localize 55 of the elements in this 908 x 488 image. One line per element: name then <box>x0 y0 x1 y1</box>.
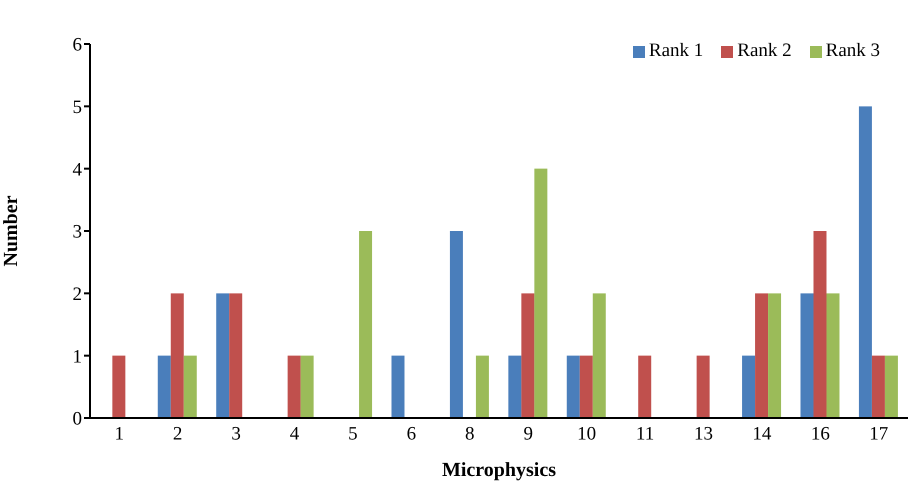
y-tick-label: 3 <box>72 222 82 243</box>
x-tick-label: 9 <box>523 423 533 444</box>
bar <box>288 356 301 418</box>
bar <box>229 293 242 418</box>
bar <box>391 356 404 418</box>
bar <box>872 356 885 418</box>
bar <box>592 293 606 418</box>
bar <box>170 293 184 418</box>
legend-label: Rank 3 <box>826 40 880 61</box>
y-tick-label: 2 <box>72 284 82 306</box>
x-tick-label: 8 <box>465 423 475 444</box>
bar <box>508 356 522 418</box>
y-axis-title: Number <box>0 195 22 267</box>
bar <box>566 356 580 418</box>
x-tick-label: 13 <box>694 423 713 444</box>
x-tick-label: 16 <box>810 423 830 444</box>
x-tick-label: 2 <box>172 423 182 444</box>
x-tick-label: 11 <box>636 423 654 444</box>
bar <box>742 356 756 418</box>
x-tick-label: 1 <box>114 423 124 444</box>
y-tick-label: 6 <box>72 34 82 56</box>
bar <box>800 293 814 418</box>
bar <box>755 293 768 418</box>
y-tick-label: 5 <box>72 97 82 118</box>
bar <box>884 356 898 418</box>
bar <box>112 356 126 418</box>
y-tick-label: 4 <box>72 159 82 180</box>
x-tick-label: 14 <box>752 423 772 444</box>
bar <box>450 231 463 418</box>
x-tick-label: 4 <box>290 423 300 444</box>
x-axis-title: Microphysics <box>442 459 556 481</box>
bar <box>768 293 782 418</box>
bar <box>521 293 534 418</box>
x-tick-label: 3 <box>231 423 241 444</box>
bar <box>216 293 230 418</box>
bar <box>580 356 593 418</box>
bar <box>638 356 652 418</box>
bar <box>826 293 840 418</box>
x-tick-label: 10 <box>577 423 596 444</box>
bar <box>359 231 372 418</box>
bar <box>696 356 710 418</box>
x-tick-label: 6 <box>406 423 416 444</box>
x-tick-label: 5 <box>348 423 358 444</box>
x-tick-label: 17 <box>869 423 888 444</box>
legend-label: Rank 2 <box>737 40 792 61</box>
bar <box>534 168 548 418</box>
bar <box>300 356 314 418</box>
legend-label: Rank 1 <box>648 40 704 61</box>
y-tick-label: 1 <box>72 346 82 368</box>
bar <box>858 106 872 418</box>
bar <box>813 231 826 418</box>
bar <box>184 356 197 418</box>
bar <box>158 356 171 418</box>
bar <box>476 356 489 418</box>
y-tick-label: 0 <box>72 408 82 430</box>
